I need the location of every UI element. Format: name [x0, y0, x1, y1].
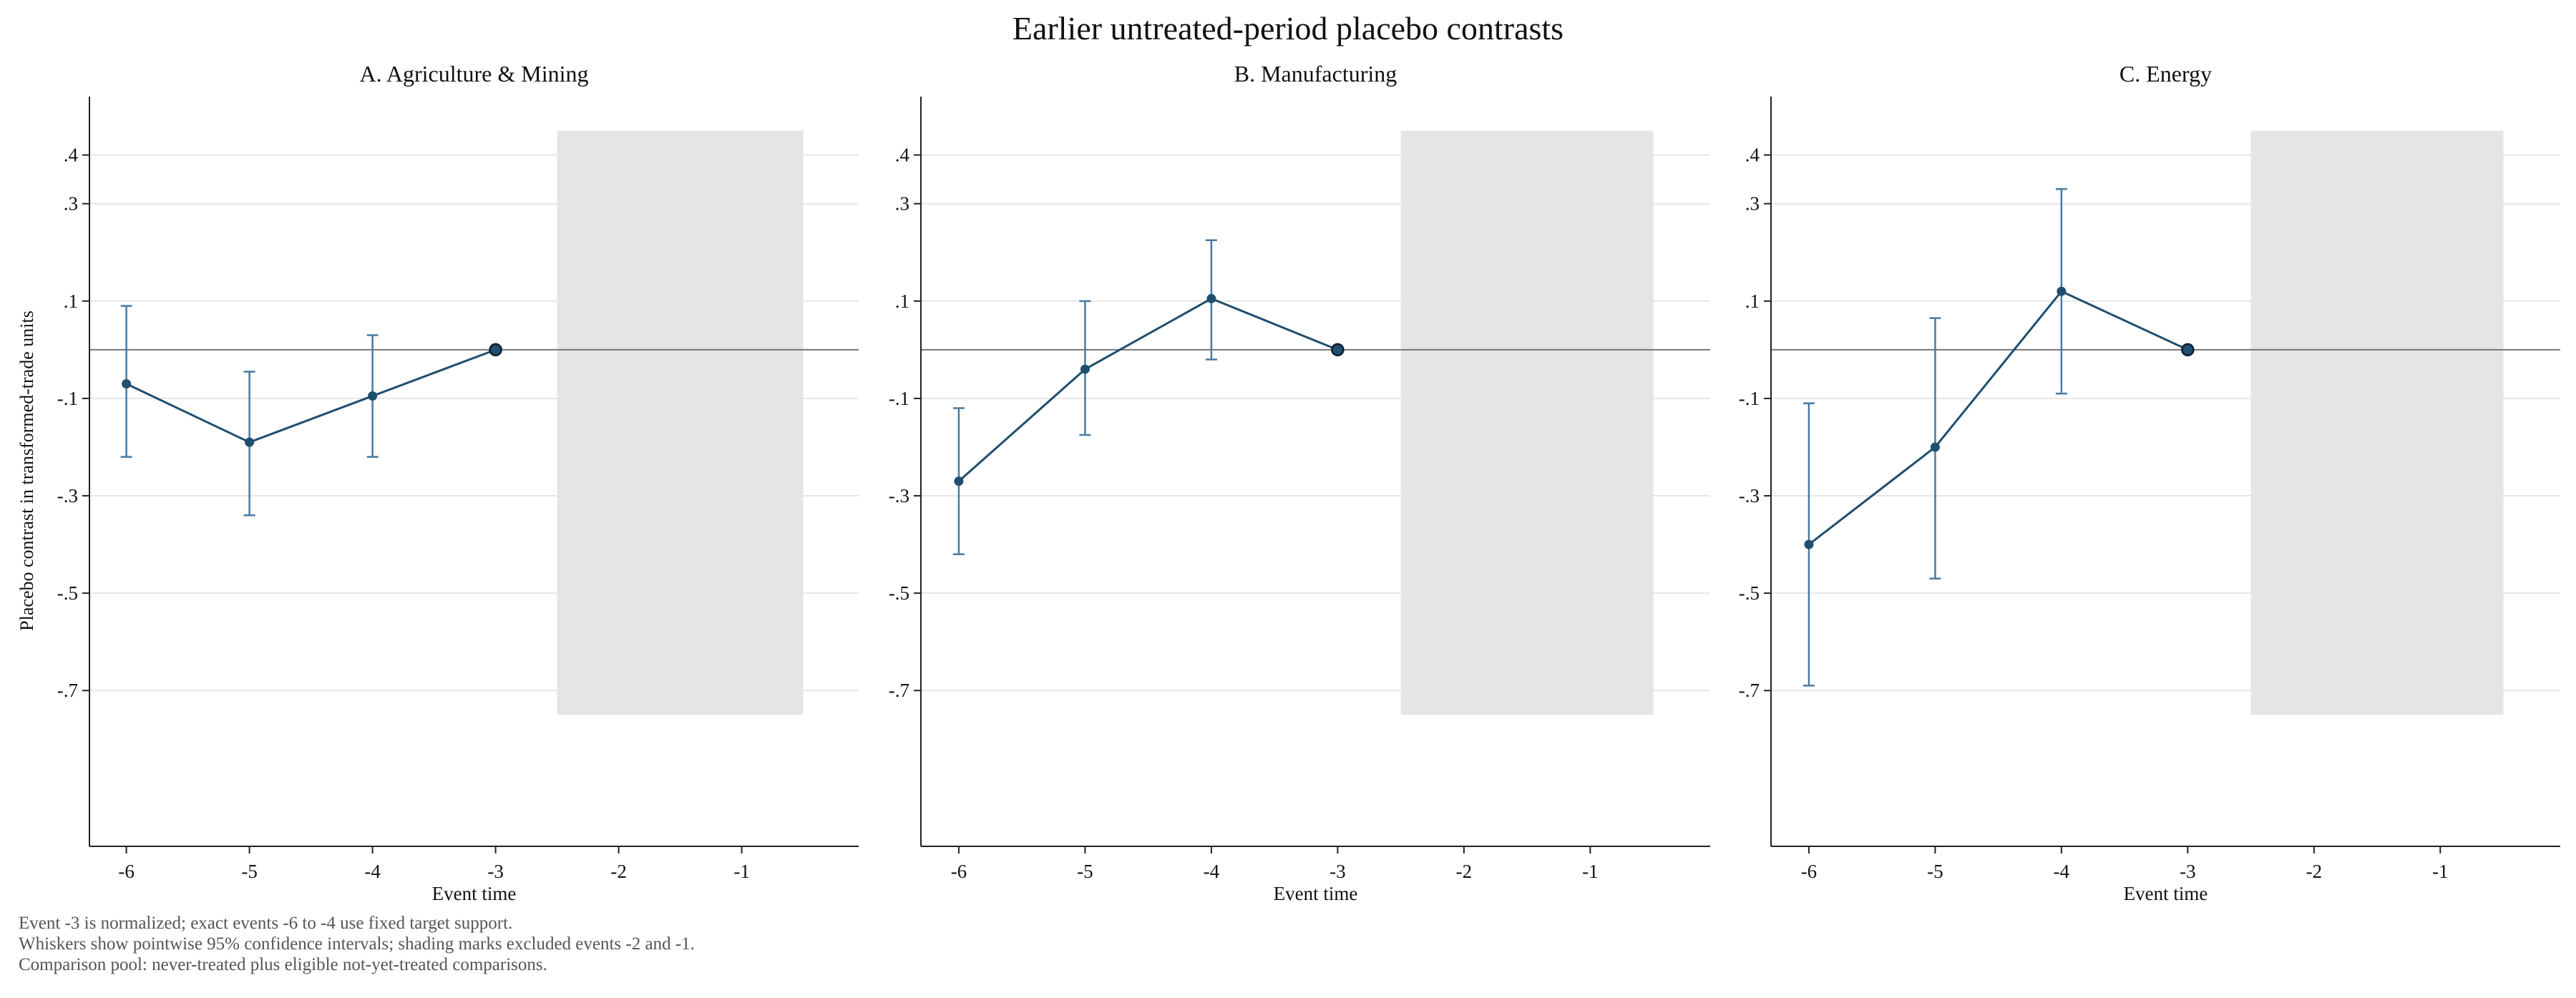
y-tick-label: .3 [1745, 193, 1760, 215]
y-tick-label: -.3 [1739, 485, 1760, 507]
data-point [1080, 364, 1090, 374]
excluded-events-shade [2250, 130, 2504, 715]
y-tick-label: .1 [64, 290, 78, 312]
footnote-normalization: Event -3 is normalized; exact events -6 … [19, 914, 513, 933]
x-tick-label: -3 [1330, 861, 1346, 882]
y-tick-label: -.5 [1739, 582, 1760, 604]
panel-title: B. Manufacturing [1234, 61, 1397, 87]
data-point [245, 437, 255, 447]
x-axis-label: Event time [2124, 883, 2208, 904]
x-tick-label: -1 [1582, 861, 1599, 882]
y-tick-label: -.1 [57, 388, 78, 409]
panel-title: C. Energy [2119, 61, 2212, 87]
data-point [2057, 286, 2067, 296]
y-tick-label: -.3 [57, 485, 78, 507]
x-tick-label: -3 [487, 861, 504, 882]
data-point [1930, 442, 1940, 452]
series-line [1808, 290, 2189, 546]
y-tick-label: -.7 [889, 680, 909, 701]
y-tick-label: -.7 [57, 680, 78, 701]
panel-2: B. Manufacturing .4 .3 .1 -.1 -.3 -.5 -.7 -6 -5 -4… [889, 61, 1710, 904]
series-line [125, 348, 497, 444]
y-tick-label: .4 [1745, 145, 1760, 166]
y-tick-label: .1 [895, 290, 909, 312]
x-tick-label: -2 [2306, 861, 2323, 882]
x-tick-label: -6 [951, 861, 967, 882]
panel-3: C. Energy .4 .3 .1 -.1 -.3 -.5 -.7 -6 -5 -4 -3 -2 -1 E… [1739, 61, 2560, 904]
footnotes: Event -3 is normalized; exact events -6 … [19, 913, 695, 975]
panel-1: A. Agriculture & Mining .4 .3 .1 -.1 -.3 -.5 -.… [57, 61, 859, 904]
x-tick-label: -6 [1801, 861, 1818, 882]
y-tick-label: -.1 [889, 388, 909, 409]
excluded-events-shade [1400, 130, 1654, 715]
x-tick-label: -6 [118, 861, 135, 882]
panels: A. Agriculture & Mining .4 .3 .1 -.1 -.3 -.5 -.… [57, 61, 2560, 904]
x-tick-label: -5 [1927, 861, 1943, 882]
x-axis-label: Event time [1274, 883, 1358, 904]
series-line [957, 297, 1338, 482]
normalized-point [1331, 343, 1345, 357]
y-tick-label: .3 [64, 193, 78, 215]
data-point [954, 476, 964, 486]
y-tick-label: -.5 [889, 582, 909, 604]
excluded-events-shade [557, 130, 804, 715]
y-tick-label: -.1 [1739, 388, 1760, 409]
y-tick-label: -.3 [889, 485, 909, 507]
footnote-whiskers: Whiskers show pointwise 95% confidence i… [19, 934, 695, 954]
x-tick-label: -4 [2054, 861, 2070, 882]
y-tick-label: .1 [1745, 290, 1760, 312]
x-tick-label: -4 [364, 861, 381, 882]
x-tick-label: -3 [2180, 861, 2196, 882]
data-point [368, 391, 378, 401]
x-tick-label: -2 [610, 861, 627, 882]
x-tick-label: -2 [1456, 861, 1473, 882]
x-tick-label: -1 [733, 861, 750, 882]
data-point [1206, 293, 1216, 303]
x-tick-label: -5 [1077, 861, 1093, 882]
x-tick-label: -1 [2432, 861, 2449, 882]
x-tick-label: -5 [241, 861, 258, 882]
y-tick-label: .3 [895, 193, 909, 215]
figure-title: Earlier untreated-period placebo contras… [1013, 10, 1563, 47]
y-tick-label: .4 [64, 145, 79, 166]
normalized-point [489, 343, 502, 357]
x-axis-label: Event time [432, 883, 517, 904]
normalized-point [2181, 343, 2195, 357]
data-point [1804, 539, 1814, 549]
data-point [122, 379, 132, 389]
y-axis-label: Placebo contrast in transformed-trade un… [16, 310, 37, 631]
y-tick-label: -.5 [57, 582, 78, 604]
panel-title: A. Agriculture & Mining [360, 61, 589, 87]
x-tick-label: -4 [1204, 861, 1220, 882]
y-tick-label: -.7 [1739, 680, 1760, 701]
footnote-comparison-pool: Comparison pool: never-treated plus elig… [19, 955, 547, 974]
y-tick-label: .4 [895, 145, 910, 166]
